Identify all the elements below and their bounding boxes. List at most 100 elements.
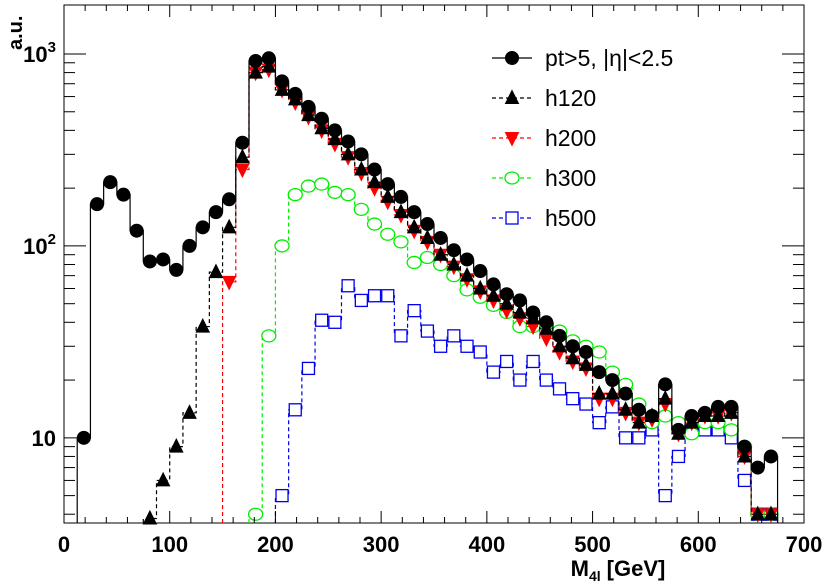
data-point [657,390,673,405]
legend: pt>5, |η|<2.5 h120 h200 h300 h500 [492,45,673,231]
data-point [420,324,435,338]
data-point [420,217,435,232]
data-point [565,349,581,365]
data-point [591,384,607,400]
data-point [182,404,197,419]
x-axis-label: M4l [GeV] [571,556,666,581]
data-point [500,354,514,369]
legend-label: h200 [545,125,596,151]
data-point [512,293,527,308]
legend-entry-4: h500 [492,205,596,231]
data-point [723,423,739,437]
data-point [499,295,514,310]
x-axis-label-main: M [571,556,589,581]
x-axis-label-unit: [GeV] [607,556,666,581]
data-point [645,408,660,423]
data-point [288,403,302,417]
legend-marker [504,171,520,185]
data-point [315,313,329,327]
data-point [353,202,369,217]
y-tick-label: 103 [23,39,56,67]
x-tick-label: 600 [680,532,717,557]
data-point [275,74,290,89]
legend-marker [505,51,519,65]
data-point [763,449,778,464]
data-point [526,305,541,320]
series-3 [247,177,779,523]
x-tick-label: 0 [58,532,70,557]
y-tick-label: 102 [23,231,56,259]
data-point [763,505,779,521]
data-point [327,130,343,146]
legend-label: h120 [545,85,596,111]
data-point [340,145,356,161]
data-point [367,289,382,303]
data-point [195,220,210,235]
data-point [419,250,436,265]
data-point [354,293,368,308]
data-point [380,177,395,192]
data-point [486,365,501,379]
data-point [631,402,646,417]
data-point [393,189,408,204]
data-point [327,185,343,200]
data-point [566,392,580,406]
data-point [578,345,593,360]
x-tick-label: 300 [363,532,400,557]
plot-frame [63,4,805,524]
axis-layer: 0 100 200 300 400 500 600 700 10 102 103 [23,5,822,557]
data-point [684,408,699,423]
data-point [367,173,382,189]
data-point [486,287,501,302]
data-point [711,399,726,414]
data-point [261,329,277,343]
legend-entry-2: h200 [492,125,596,151]
data-point [380,227,396,241]
data-point [750,505,766,521]
data-point [221,275,237,291]
data-point [182,238,197,253]
data-point [274,239,290,253]
legend-entry-3: h300 [492,165,596,191]
data-point [328,315,342,329]
data-point [552,382,567,396]
data-point [406,255,422,270]
data-point [459,267,475,282]
data-point [156,252,171,267]
data-point [565,339,580,354]
data-point [460,252,475,267]
data-point [407,303,421,318]
data-point [314,111,329,126]
data-point [208,205,223,220]
data-point [301,106,316,122]
data-point [552,328,567,343]
data-point [116,187,131,202]
data-point [460,339,474,353]
legend-marker [505,211,519,225]
data-point [314,119,329,135]
data-point [155,471,171,487]
data-point [697,405,712,420]
data-point [499,287,514,302]
legend-label: h300 [545,165,596,191]
legend-label: h500 [545,205,596,231]
legend-entry-1: h120 [492,85,596,111]
data-point [90,197,105,212]
data-point [275,488,289,503]
data-point [235,148,250,164]
data-point [142,254,157,269]
data-point [393,235,409,249]
data-point [103,175,118,190]
data-point [288,86,303,101]
data-point [341,134,356,149]
x-tick-label: 500 [574,532,611,557]
data-point [578,356,594,371]
data-point [632,431,646,445]
data-point [354,147,369,162]
data-point [579,397,593,411]
legend-marker [504,132,520,147]
data-point [605,384,620,400]
data-point [393,203,409,219]
data-point [195,317,211,333]
